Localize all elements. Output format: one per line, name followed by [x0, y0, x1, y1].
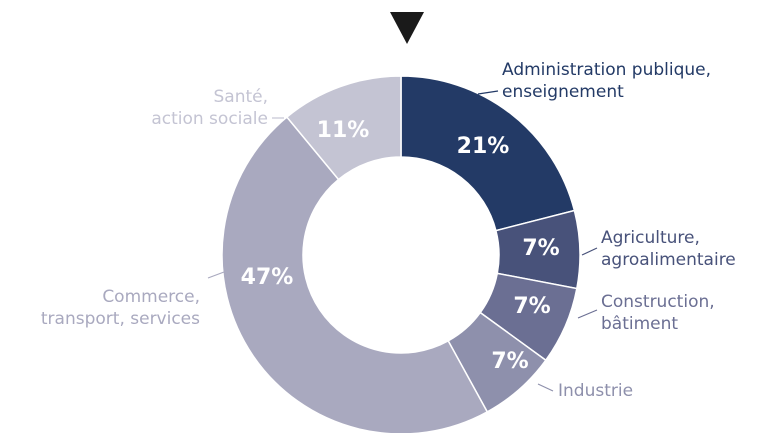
value-label: 21%: [457, 134, 510, 159]
leader-line: [207, 271, 225, 279]
donut-segment: [221, 116, 489, 433]
value-label: 11%: [317, 118, 370, 143]
leader-line: [537, 383, 554, 392]
category-label-line: enseignement: [502, 82, 624, 102]
leader-line: [577, 309, 598, 319]
category-label: Agriculture, agroalimentaire: [601, 228, 736, 270]
category-label-line: Administration publique,: [502, 60, 711, 80]
leader-line: [581, 247, 598, 256]
category-label-line: agroalimentaire: [601, 250, 736, 270]
pointer-triangle: [390, 12, 424, 44]
category-label: Industrie: [558, 381, 633, 401]
value-label: 47%: [241, 265, 294, 290]
donut-segment: [400, 75, 576, 232]
value-label: 7%: [513, 294, 550, 319]
category-label-line: Santé,: [213, 87, 268, 107]
category-label-line: Industrie: [558, 381, 633, 401]
category-label: Commerce, transport, services: [41, 287, 200, 329]
category-label-line: Commerce,: [102, 287, 200, 307]
donut-segment: [285, 75, 402, 181]
category-label: Santé, action sociale: [151, 87, 268, 129]
leader-line: [477, 90, 499, 95]
category-label-line: bâtiment: [601, 314, 678, 334]
value-label: 7%: [491, 349, 528, 374]
category-label-line: Agriculture,: [601, 228, 700, 248]
category-label-line: transport, services: [41, 309, 200, 329]
category-label-line: action sociale: [151, 109, 268, 129]
category-label: Administration publique, enseignement: [502, 60, 711, 102]
category-label-line: Construction,: [601, 292, 715, 312]
category-label: Construction, bâtiment: [601, 292, 715, 334]
value-label: 7%: [522, 236, 559, 261]
